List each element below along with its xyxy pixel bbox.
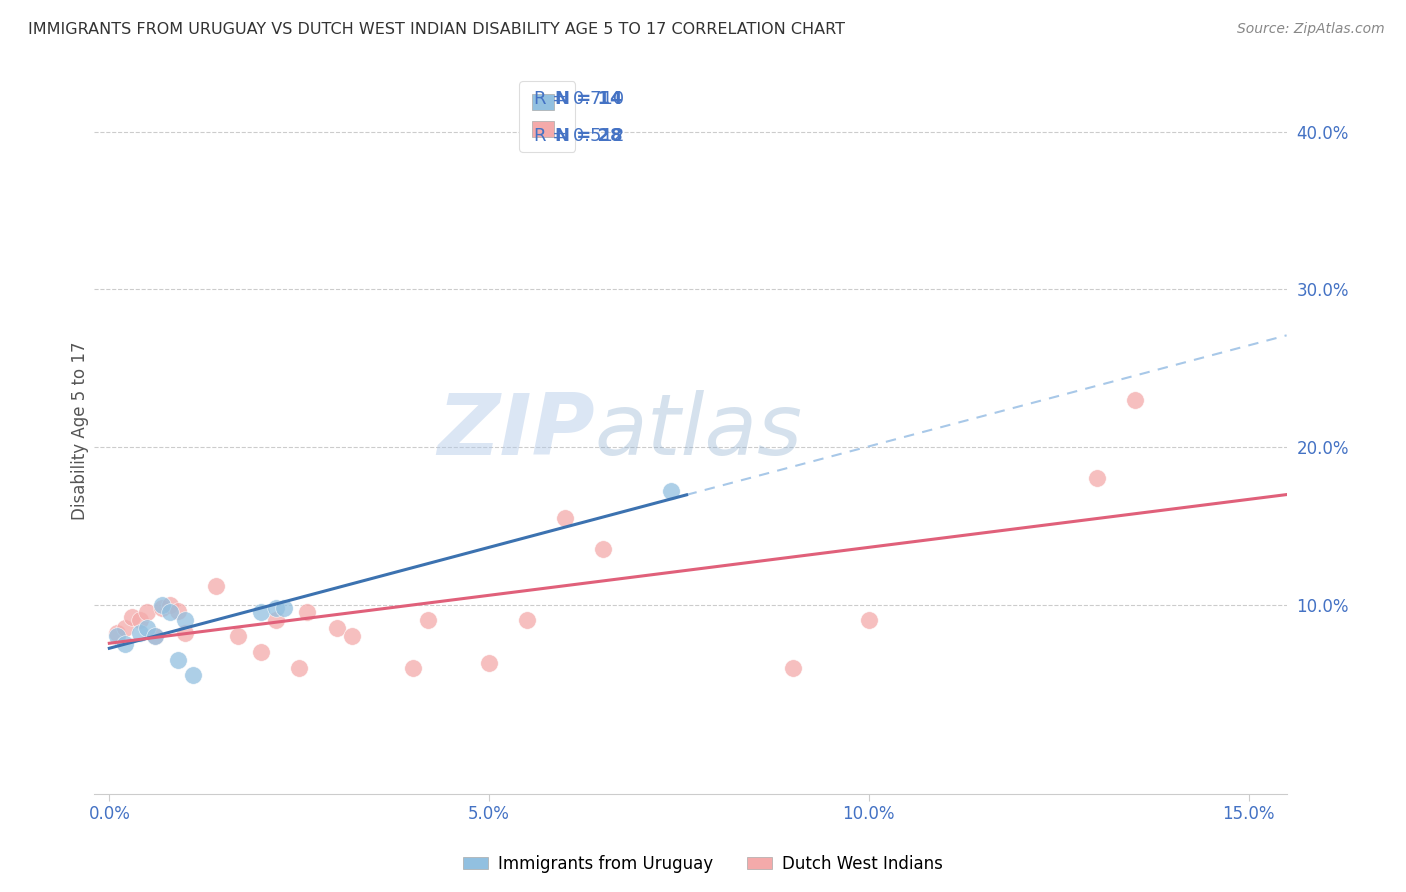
Point <box>295 606 318 620</box>
Point <box>174 626 197 640</box>
Point <box>105 626 128 640</box>
Point <box>121 610 143 624</box>
Point <box>266 613 288 627</box>
Point <box>128 626 150 640</box>
Point <box>228 629 250 643</box>
Point <box>136 606 159 620</box>
Text: atlas: atlas <box>595 390 803 473</box>
Point <box>326 621 349 635</box>
Text: N = 28: N = 28 <box>554 127 623 145</box>
Point <box>554 510 576 524</box>
Legend: Immigrants from Uruguay, Dutch West Indians: Immigrants from Uruguay, Dutch West Indi… <box>457 848 949 880</box>
Point <box>114 621 136 635</box>
Text: R = 0.710: R = 0.710 <box>534 89 624 108</box>
Point <box>592 542 614 557</box>
Point <box>661 483 683 498</box>
Point <box>152 600 174 615</box>
Point <box>250 645 273 659</box>
Point <box>342 629 364 643</box>
Point <box>143 629 166 643</box>
Point <box>858 613 880 627</box>
Point <box>136 621 159 635</box>
Point <box>105 629 128 643</box>
Point <box>159 598 181 612</box>
Point <box>166 604 188 618</box>
Text: N = 14: N = 14 <box>554 89 621 108</box>
Point <box>152 598 174 612</box>
Point <box>1123 392 1146 407</box>
Point <box>250 606 273 620</box>
Point <box>782 660 804 674</box>
Point <box>273 600 295 615</box>
Point <box>478 656 501 670</box>
Text: R = 0.512: R = 0.512 <box>534 127 624 145</box>
Point <box>174 613 197 627</box>
Point <box>266 600 288 615</box>
Point <box>1085 471 1108 485</box>
Point <box>204 578 226 592</box>
Point <box>128 613 150 627</box>
Point <box>516 613 538 627</box>
Legend: , : , <box>519 81 575 152</box>
Point <box>166 653 188 667</box>
Point <box>159 606 181 620</box>
Text: IMMIGRANTS FROM URUGUAY VS DUTCH WEST INDIAN DISABILITY AGE 5 TO 17 CORRELATION : IMMIGRANTS FROM URUGUAY VS DUTCH WEST IN… <box>28 22 845 37</box>
Text: ZIP: ZIP <box>437 390 595 473</box>
Point <box>402 660 425 674</box>
Point <box>114 637 136 651</box>
Point <box>288 660 311 674</box>
Point <box>181 668 204 682</box>
Point <box>143 629 166 643</box>
Y-axis label: Disability Age 5 to 17: Disability Age 5 to 17 <box>72 342 89 520</box>
Text: Source: ZipAtlas.com: Source: ZipAtlas.com <box>1237 22 1385 37</box>
Point <box>418 613 440 627</box>
